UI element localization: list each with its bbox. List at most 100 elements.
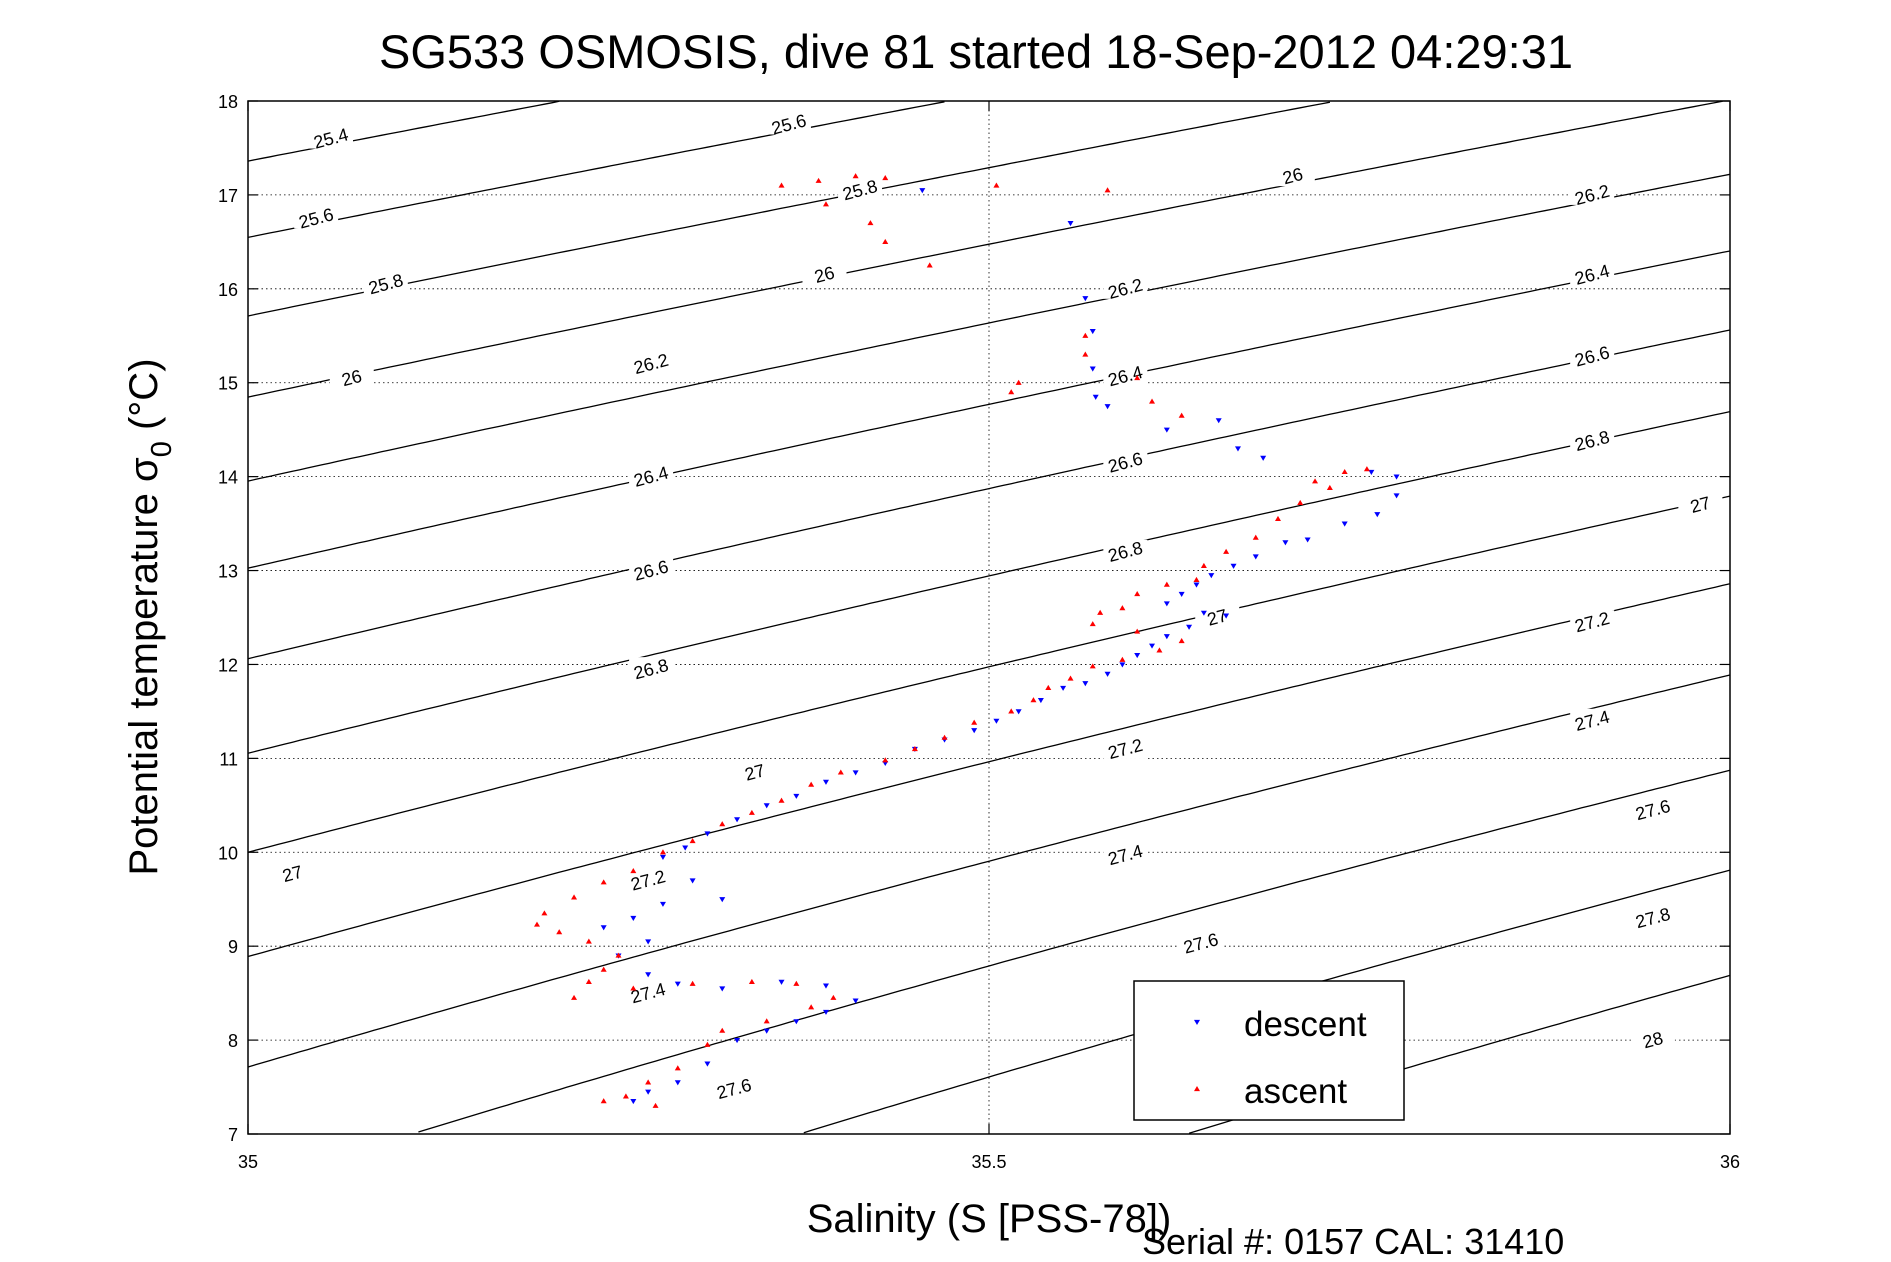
- ascent-point: [541, 910, 548, 916]
- descent-point: [630, 915, 637, 922]
- descent-point: [674, 1080, 681, 1086]
- descent-point: [645, 1089, 652, 1095]
- y-tick-label: 11: [219, 749, 238, 769]
- ascent-point: [1015, 379, 1022, 385]
- contour-label-bg: [626, 981, 671, 1004]
- contour-line: [247, 101, 1331, 317]
- ascent-point: [652, 1102, 659, 1108]
- contour-label-bg: [732, 760, 777, 783]
- descent-point: [822, 983, 829, 989]
- descent-point: [1223, 613, 1230, 619]
- descent-point: [659, 901, 666, 907]
- ascent-point: [630, 868, 637, 874]
- descent-point: [1374, 512, 1381, 518]
- ascent-point: [659, 849, 666, 855]
- contour-label-bg: [1570, 182, 1615, 205]
- ascent-point: [600, 879, 607, 885]
- ascent-point: [882, 175, 889, 181]
- descent-point: [1341, 521, 1348, 527]
- contour-line: [247, 329, 1731, 660]
- legend: descent ascent: [1133, 980, 1405, 1121]
- descent-point: [659, 854, 666, 860]
- ascent-point: [1193, 576, 1200, 583]
- ascent-point: [689, 838, 696, 844]
- density-contour-labels: 25.4 25.625.625.825.826262626.226.226.226…: [270, 110, 1723, 1103]
- legend-label-ascent: ascent: [1244, 1072, 1347, 1111]
- descent-point: [1393, 474, 1400, 480]
- contour-label-bg: [1103, 276, 1148, 299]
- contour-line: [418, 769, 1731, 1133]
- descent-point: [645, 939, 652, 945]
- ascent-point: [993, 182, 1000, 188]
- y-tick-label: 13: [218, 562, 238, 582]
- contour-label-bg: [1570, 708, 1615, 731]
- ascent-point: [808, 1004, 815, 1010]
- ascent-point: [1223, 548, 1230, 554]
- ascent-point: [1178, 637, 1185, 644]
- contour-label-bg: [766, 112, 811, 135]
- descent-point: [778, 979, 785, 985]
- ascent-point: [1163, 581, 1170, 587]
- contour-label-bg: [1103, 736, 1148, 759]
- y-tick-label: 18: [218, 92, 238, 112]
- descent-point: [822, 1009, 829, 1015]
- ascent-point: [867, 220, 874, 226]
- x-tick-label: 35.5: [971, 1152, 1006, 1172]
- descent-point: [971, 728, 978, 734]
- descent-point: [993, 718, 1000, 724]
- ascent-point: [1149, 398, 1156, 404]
- contour-label-bg: [1630, 906, 1675, 929]
- contour-line: [247, 495, 1731, 853]
- descent-point: [1082, 681, 1089, 687]
- descent-point: [1067, 220, 1074, 227]
- descent-point: [734, 817, 741, 823]
- ascent-point: [815, 177, 822, 183]
- chart-title: SG533 OSMOSIS, dive 81 started 18-Sep-20…: [379, 25, 1573, 78]
- ascent-point: [1008, 708, 1015, 714]
- ascent-point: [941, 734, 948, 740]
- ascent-point: [748, 978, 755, 984]
- descent-point: [852, 770, 859, 776]
- ascent-point: [926, 262, 933, 268]
- descent-point: [1015, 709, 1022, 715]
- descent-point: [1104, 404, 1111, 410]
- descent-point: [734, 1037, 741, 1044]
- descent-point: [1215, 418, 1222, 424]
- serial-cal-footer: Serial #: 0157 CAL: 31410: [1142, 1221, 1564, 1262]
- ascent-point: [704, 1041, 711, 1047]
- ascent-point: [1067, 675, 1074, 681]
- descent-point: [1304, 537, 1311, 543]
- contour-label: 26: [339, 366, 364, 391]
- contour-line: [247, 674, 1731, 1068]
- ascent-point: [1274, 515, 1281, 521]
- ascent-point: [1297, 499, 1304, 506]
- ascent-point: [571, 894, 578, 900]
- contour-label-bg: [629, 351, 674, 374]
- ascent-point: [1178, 412, 1185, 418]
- legend-marker-descent: [1194, 1019, 1200, 1025]
- descent-point: [1393, 493, 1400, 499]
- descent-point: [793, 793, 800, 799]
- descent-point: [1368, 469, 1375, 475]
- ascent-point: [600, 966, 607, 972]
- descent-point: [704, 1061, 711, 1067]
- contour-label-bg: [1103, 364, 1148, 387]
- ascent-point: [793, 980, 800, 986]
- ascent-point: [556, 929, 563, 935]
- descent-point: [1089, 328, 1096, 335]
- ascent-point: [1089, 621, 1096, 627]
- descent-point: [1230, 563, 1237, 569]
- contour-label-bg: [712, 1076, 757, 1099]
- density-contours: [247, 100, 1731, 1134]
- descent-point: [1082, 296, 1089, 302]
- descent-point: [1104, 671, 1111, 677]
- contour-label-bg: [363, 272, 408, 295]
- descent-point: [1234, 446, 1241, 452]
- data-series: [533, 173, 1400, 1108]
- ascent-point: [622, 1093, 629, 1099]
- y-tick-label: 10: [218, 843, 238, 863]
- contour-line: [247, 100, 560, 162]
- descent-point: [1260, 455, 1267, 461]
- ascent-point: [882, 238, 889, 244]
- ascent-point: [571, 994, 578, 1000]
